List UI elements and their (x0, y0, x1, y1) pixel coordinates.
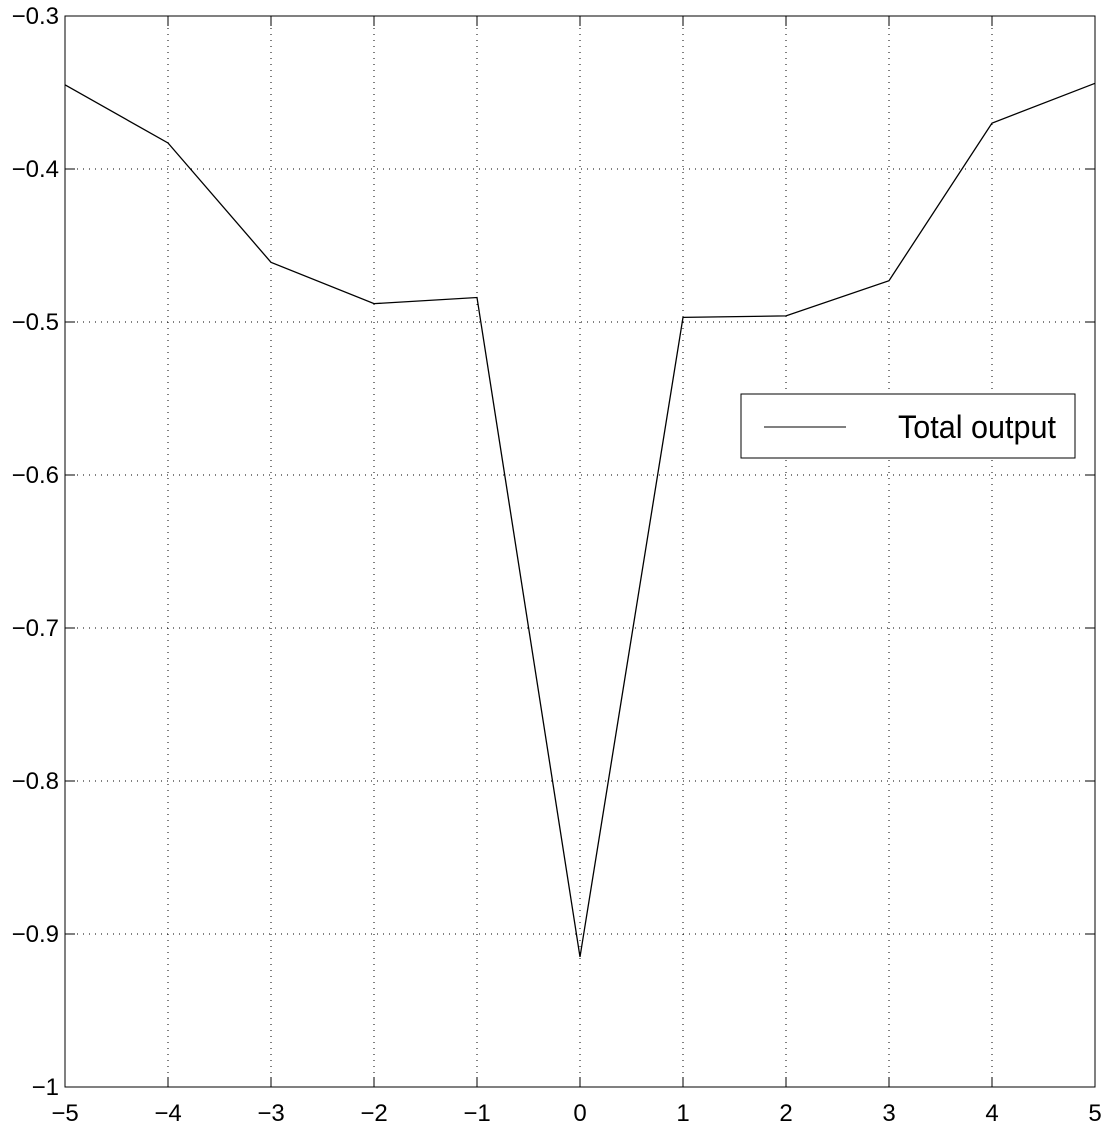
x-tick-label: −3 (257, 1100, 284, 1127)
legend: Total output (740, 393, 1076, 459)
x-tick-label: −1 (463, 1100, 490, 1127)
label-layer: −5 −4 −3 −2 −1 0 1 2 3 4 5 −1 −0.9 −0.8 −0.7 −0.6 −0.5 −0… (12, 3, 1102, 1127)
legend-box (740, 393, 1076, 459)
x-tick-label: 3 (882, 1100, 895, 1127)
y-tick-label: −0.6 (12, 462, 59, 489)
x-tick-label: 0 (573, 1100, 586, 1127)
x-tick-label: 2 (779, 1100, 792, 1127)
x-tick-label: −4 (154, 1100, 181, 1127)
series-layer (64, 82, 1096, 958)
grid-layer (65, 16, 1095, 1087)
x-tick-label: −5 (51, 1100, 78, 1127)
x-tick-label: −2 (360, 1100, 387, 1127)
y-tick-label: −0.7 (12, 615, 59, 642)
x-tick-label: 1 (676, 1100, 689, 1127)
y-tick-label: −0.5 (12, 309, 59, 336)
x-tick-label: 5 (1088, 1100, 1101, 1127)
plot-frame (64, 15, 1096, 1088)
x-tick-label: 4 (985, 1100, 998, 1127)
legend-label: Total output (898, 409, 1056, 445)
y-tick-label: −1 (32, 1074, 59, 1101)
y-tick-label: −0.8 (12, 768, 59, 795)
y-tick-label: −0.4 (12, 156, 59, 183)
y-tick-label: −0.3 (12, 3, 59, 30)
series-line (64, 82, 1096, 958)
y-tick-label: −0.9 (12, 921, 59, 948)
tick-layer (64, 15, 1096, 1088)
